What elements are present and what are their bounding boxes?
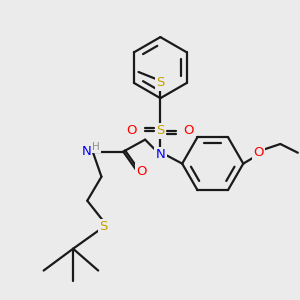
Text: O: O xyxy=(253,146,264,159)
Text: S: S xyxy=(99,220,108,233)
Text: O: O xyxy=(127,124,137,137)
Text: H: H xyxy=(92,142,100,152)
Text: S: S xyxy=(156,76,165,89)
Text: O: O xyxy=(184,124,194,137)
Text: N: N xyxy=(155,148,165,161)
Text: O: O xyxy=(136,165,147,178)
Text: N: N xyxy=(81,145,91,158)
Text: S: S xyxy=(156,124,165,137)
